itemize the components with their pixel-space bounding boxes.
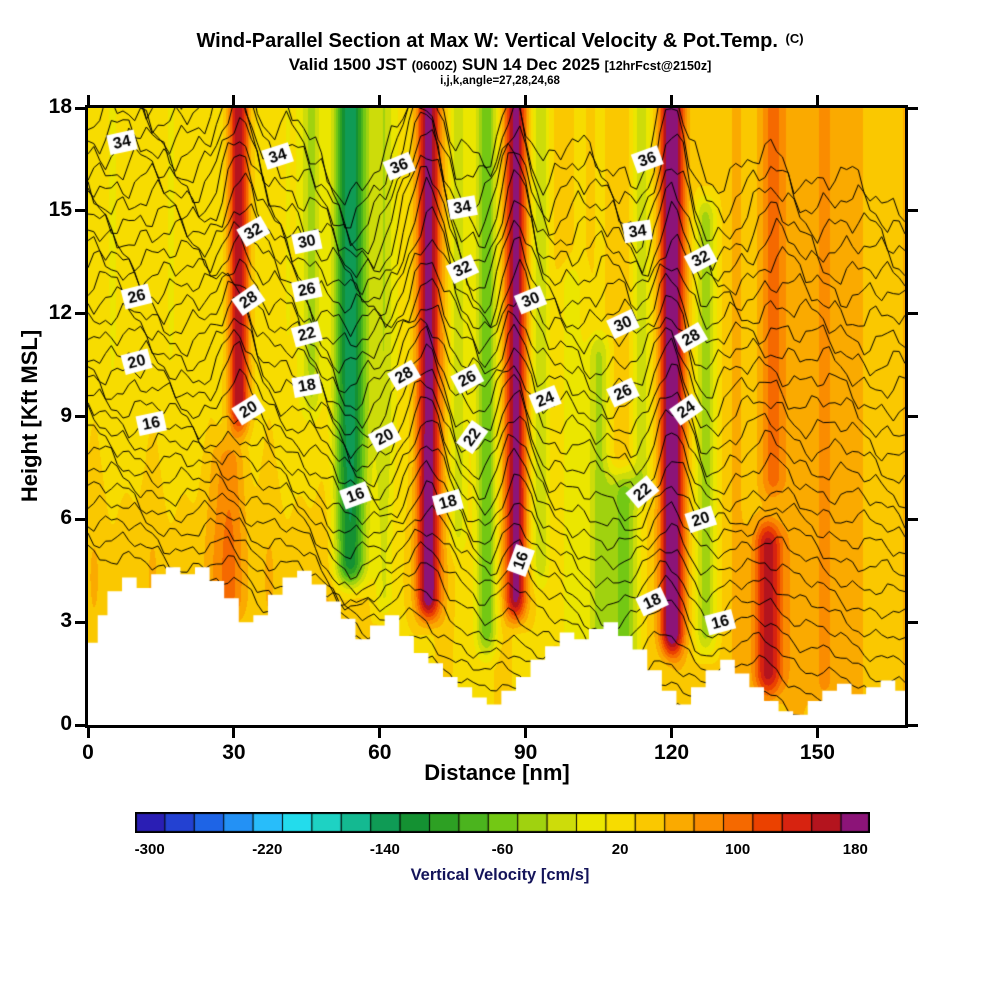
- y-tick-mark: [75, 723, 85, 727]
- x-tick-mark-top: [232, 95, 236, 105]
- chart-title-line: Wind-Parallel Section at Max W: Vertical…: [0, 30, 1000, 53]
- chart-title-unit: (C): [785, 31, 804, 46]
- y-tick-mark: [75, 209, 85, 213]
- colorbar-tick-label: 20: [611, 841, 629, 858]
- y-tick-mark-right: [908, 106, 918, 110]
- x-tick-label: 90: [513, 741, 538, 764]
- y-axis-title: Height [Kft MSL]: [17, 329, 42, 503]
- x-tick-mark-top: [524, 95, 528, 105]
- x-tick-mark: [524, 728, 528, 738]
- x-tick-mark: [232, 728, 236, 738]
- x-tick-label: 60: [368, 741, 392, 764]
- y-tick-mark-right: [908, 415, 918, 418]
- y-tick-label: 9: [60, 403, 72, 427]
- x-tick-mark: [815, 728, 819, 738]
- x-tick-label: 30: [222, 741, 246, 764]
- y-tick-mark: [75, 106, 85, 110]
- colorbar-tick-label: -60: [491, 841, 514, 858]
- valid-time-label: Valid 1500 JST: [288, 55, 407, 74]
- colorbar-tick-label: -220: [252, 841, 283, 858]
- valid-time-utc: (0600Z): [411, 58, 458, 73]
- x-tick-label: 0: [82, 741, 94, 764]
- y-tick-mark: [75, 415, 85, 418]
- y-tick-label: 3: [60, 609, 72, 633]
- velocity-field-canvas: [88, 108, 905, 725]
- chart-header: Wind-Parallel Section at Max W: Vertical…: [0, 30, 1000, 88]
- colorbar-tick-label: 100: [725, 841, 751, 858]
- y-tick-mark: [75, 517, 85, 521]
- x-axis-title: Distance [nm]: [424, 760, 570, 785]
- y-tick-label: 18: [48, 95, 72, 118]
- x-tick-mark-top: [670, 95, 674, 105]
- cross-section-plot-area: [85, 105, 908, 728]
- colorbar-tick-label: -140: [369, 841, 400, 858]
- y-tick-label: 0: [60, 712, 72, 735]
- x-tick-mark: [378, 728, 382, 738]
- grid-params-line: i,j,k,angle=27,28,24,68: [440, 74, 560, 87]
- y-tick-mark-right: [908, 517, 918, 521]
- colorbar-tick-label: 180: [842, 841, 868, 858]
- colorbar: [135, 812, 870, 833]
- y-tick-mark-right: [908, 620, 918, 624]
- y-tick-label: 15: [48, 197, 72, 221]
- y-tick-mark: [75, 312, 85, 316]
- colorbar-title: Vertical Velocity [cm/s]: [410, 866, 590, 884]
- valid-date: SUN 14 Dec 2025: [461, 55, 600, 74]
- y-tick-mark-right: [908, 209, 918, 213]
- x-tick-label: 150: [799, 741, 835, 764]
- x-tick-mark-top: [378, 95, 382, 105]
- x-tick-label: 120: [654, 741, 690, 764]
- x-tick-mark: [86, 728, 90, 738]
- y-tick-label: 12: [48, 300, 72, 324]
- y-tick-mark-right: [908, 312, 918, 316]
- chart-subtitle-line: Valid 1500 JST (0600Z) SUN 14 Dec 2025 […: [0, 55, 1000, 75]
- x-tick-mark: [670, 728, 674, 738]
- x-tick-mark-top: [86, 95, 90, 105]
- x-tick-mark-top: [815, 95, 819, 105]
- y-tick-mark-right: [908, 723, 918, 727]
- y-tick-mark: [75, 620, 85, 624]
- forecast-tag: [12hrFcst@2150z]: [604, 59, 712, 73]
- y-tick-label: 6: [60, 506, 72, 530]
- colorbar-tick-label: -300: [134, 841, 165, 858]
- chart-title: Wind-Parallel Section at Max W: Vertical…: [196, 30, 778, 52]
